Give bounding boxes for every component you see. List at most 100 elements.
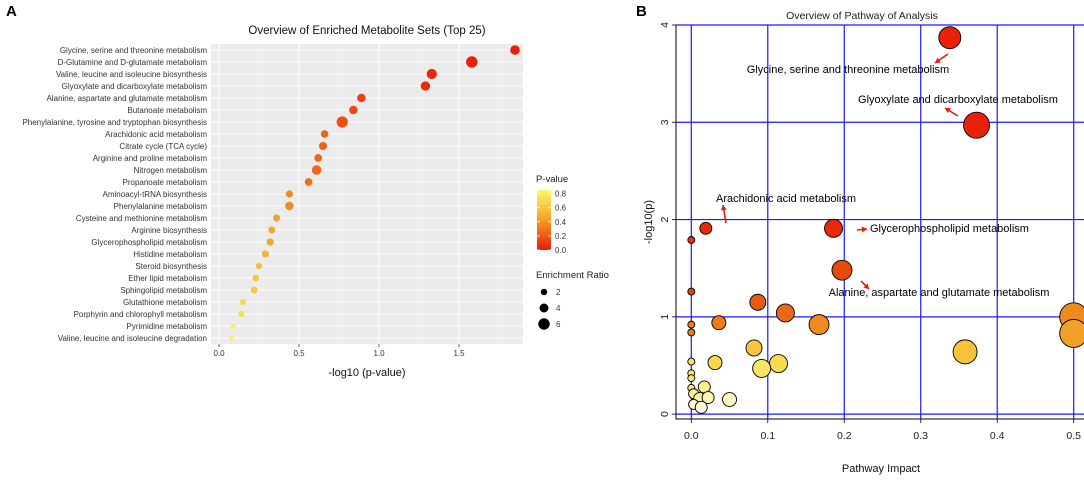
chart-a-point bbox=[266, 238, 274, 246]
chart-a-category-label: Propanoate metabolism bbox=[123, 178, 208, 187]
chart-a-x-tick-label: 0.0 bbox=[213, 349, 225, 358]
chart-a-point bbox=[273, 214, 281, 222]
chart-b-point bbox=[687, 320, 696, 329]
chart-b-annotation-arrowhead bbox=[945, 108, 951, 114]
chart-a-point bbox=[252, 274, 260, 282]
chart-a-title: Overview of Enriched Metabolite Sets (To… bbox=[248, 25, 485, 37]
legend-colorbar-label: 0.8 bbox=[555, 190, 567, 199]
chart-a-point bbox=[229, 335, 235, 341]
panel-label-b: B bbox=[636, 3, 647, 20]
chart-a-category-label: Ether lipid metabolism bbox=[128, 274, 207, 283]
chart-b-point bbox=[808, 314, 830, 336]
chart-a-category-label: Arginine and proline metabolism bbox=[93, 154, 208, 163]
chart-a-point bbox=[311, 165, 322, 175]
chart-a-point bbox=[314, 154, 323, 162]
chart-b-point bbox=[707, 355, 723, 371]
chart-a-category-label: Glyoxylate and dicarboxylate metabolism bbox=[62, 82, 208, 91]
chart-b-point bbox=[722, 392, 737, 407]
chart-a-category-label: Arginine biosynthesis bbox=[131, 226, 207, 235]
chart-b-y-tick-label: 2 bbox=[659, 216, 671, 222]
chart-a-x-axis-label: -log10 (p-value) bbox=[328, 367, 405, 379]
chart-b-point bbox=[694, 400, 708, 414]
chart-b-frame bbox=[675, 24, 1084, 420]
chart-a-point bbox=[336, 116, 348, 128]
chart-a-x-tick-label: 1.5 bbox=[453, 349, 465, 358]
chart-b-annotation-arrowhead bbox=[863, 283, 869, 289]
chart-b-point bbox=[831, 259, 853, 281]
chart-a-point bbox=[420, 81, 431, 91]
legend-colorbar-label: 0.6 bbox=[555, 204, 567, 213]
chart-a-point bbox=[250, 286, 258, 294]
chart-b-x-tick-label: 0.2 bbox=[837, 430, 852, 442]
chart-b-y-tick-label: 0 bbox=[659, 411, 671, 417]
legend-colorbar bbox=[537, 190, 551, 250]
chart-b-x-axis-label: Pathway Impact bbox=[842, 463, 920, 475]
legend-size-label: 2 bbox=[556, 288, 561, 297]
chart-a-category-label: Butanoate metabolism bbox=[127, 106, 207, 115]
chart-a-category-label: Alanine, aspartate and glutamate metabol… bbox=[46, 94, 207, 103]
chart-a-point bbox=[268, 226, 276, 234]
chart-a-category-label: Glycerophospholipid metabolism bbox=[91, 238, 207, 247]
chart-b-annotation-arrowhead bbox=[861, 226, 867, 233]
chart-b-annotation-label: Alanine, aspartate and glutamate metabol… bbox=[829, 287, 1050, 299]
chart-b-point bbox=[938, 26, 962, 50]
chart-b-x-tick-label: 0.0 bbox=[684, 430, 699, 442]
chart-b-x-tick-label: 0.4 bbox=[990, 430, 1005, 442]
chart-b-y-tick-label: 3 bbox=[659, 119, 671, 125]
chart-b-grid bbox=[676, 24, 1084, 419]
chart-a-category-label: Glutathione metabolism bbox=[123, 298, 207, 307]
chart-a-x-tick-label: 0.5 bbox=[293, 349, 305, 358]
chart-b-point bbox=[769, 354, 788, 373]
chart-a-category-labels: Glycine, serine and threonine metabolism… bbox=[22, 46, 207, 343]
chart-a-category-label: Sphingolipid metabolism bbox=[120, 286, 207, 295]
chart-b-point bbox=[687, 374, 696, 383]
chart-a-category-label: Phenylalanine, tyrosine and tryptophan b… bbox=[22, 118, 207, 127]
chart-a-category-label: Glycine, serine and threonine metabolism bbox=[60, 46, 208, 55]
chart-a-points bbox=[229, 45, 520, 341]
chart-b-annotation-label: Glycine, serine and threonine metabolism bbox=[747, 64, 949, 76]
legend-colorbar-label: 0.4 bbox=[555, 218, 567, 227]
chart-b-point bbox=[752, 358, 772, 378]
chart-a-point bbox=[349, 105, 358, 115]
chart-b-annotation-label: Glyoxylate and dicarboxylate metabolism bbox=[858, 94, 1058, 106]
chart-a-point bbox=[255, 262, 263, 270]
legend-size-entries: 2 4 6 bbox=[538, 288, 561, 330]
chart-a-point bbox=[285, 201, 294, 211]
chart-a-category-label: Aminoacyl-tRNA biosynthesis bbox=[103, 190, 207, 199]
chart-b-point bbox=[749, 293, 767, 311]
chart-a-category-label: Arachidonic acid metabolism bbox=[105, 130, 207, 139]
chart-a-point bbox=[304, 178, 313, 186]
chart-a-point bbox=[238, 310, 245, 318]
chart-a-point bbox=[510, 45, 520, 55]
chart-a: Overview of Enriched Metabolite Sets (To… bbox=[22, 25, 608, 379]
chart-b-x-tick-label: 0.1 bbox=[760, 430, 775, 442]
chart-a-point bbox=[261, 250, 269, 258]
chart-a-category-label: Citrate cycle (TCA cycle) bbox=[119, 142, 207, 151]
chart-b-point bbox=[711, 315, 727, 331]
chart-a-x-tick-label: 1.0 bbox=[373, 349, 385, 358]
legend-size-dot bbox=[539, 303, 549, 313]
chart-b-annotation-label: Arachidonic acid metabolism bbox=[716, 193, 856, 205]
chart-a-point bbox=[466, 56, 478, 68]
chart-b-point bbox=[775, 303, 795, 323]
chart-a-category-label: Cysteine and methionine metabolism bbox=[76, 214, 208, 223]
chart-a-point bbox=[426, 68, 437, 80]
chart-a-category-label: Pyrimidine metabolism bbox=[127, 322, 208, 331]
chart-a-point bbox=[320, 130, 329, 138]
chart-b-point bbox=[697, 380, 711, 394]
chart-b-y-tick-label: 1 bbox=[659, 314, 671, 320]
legend-size-dot bbox=[540, 288, 548, 296]
chart-b: Overview of Pathway of Analysis Glycine,… bbox=[643, 10, 1084, 475]
chart-a-category-label: Phenylalanine metabolism bbox=[114, 202, 208, 211]
chart-a-point bbox=[285, 190, 294, 198]
chart-a-category-label: Nitrogen metabolism bbox=[134, 166, 208, 175]
chart-b-annotation-label: Glycerophospholipid metabolism bbox=[870, 223, 1029, 235]
legend-size-dot bbox=[538, 318, 550, 330]
chart-a-point bbox=[318, 141, 328, 151]
chart-a-category-label: Histidine metabolism bbox=[133, 250, 207, 259]
legend-color-title: P-value bbox=[536, 174, 568, 185]
chart-b-title: Overview of Pathway of Analysis bbox=[786, 10, 938, 22]
chart-a-x-ticks: 0.0 0.5 1.0 1.5 bbox=[213, 344, 465, 358]
chart-b-point bbox=[701, 391, 715, 405]
